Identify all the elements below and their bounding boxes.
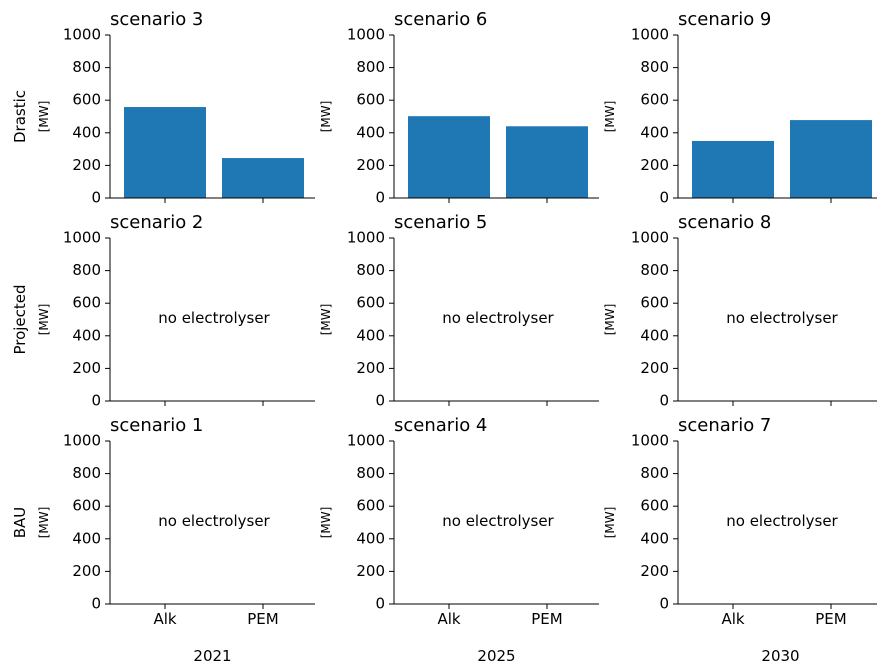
panel-title: scenario 3 xyxy=(110,9,203,30)
panel-title: scenario 9 xyxy=(678,9,771,30)
x-tick-label: PEM xyxy=(247,610,278,628)
y-tick-label: 200 xyxy=(72,359,101,377)
y-tick-label: 0 xyxy=(91,189,101,207)
y-tick-label: 400 xyxy=(640,123,669,141)
no-electrolyser-note: no electrolyser xyxy=(726,512,838,530)
panel-title: scenario 4 xyxy=(394,415,487,436)
y-tick-label: 800 xyxy=(356,261,385,279)
y-tick-label: 600 xyxy=(356,91,385,109)
y-tick-label: 400 xyxy=(356,123,385,141)
y-tick-label: 1000 xyxy=(63,26,101,44)
bar-alk xyxy=(692,140,774,198)
panel-title: scenario 8 xyxy=(678,212,771,233)
y-tick-label: 0 xyxy=(659,189,669,207)
y-tick-label: 200 xyxy=(640,156,669,174)
y-tick-label: 600 xyxy=(640,294,669,312)
x-tick-label: PEM xyxy=(815,610,846,628)
y-tick-label: 1000 xyxy=(347,26,385,44)
y-tick-label: 800 xyxy=(640,58,669,76)
y-unit-label: [MW] xyxy=(319,507,333,539)
no-electrolyser-note: no electrolyser xyxy=(158,309,270,327)
x-tick-label: PEM xyxy=(531,610,562,628)
y-tick-label: 0 xyxy=(659,392,669,410)
panel-title: scenario 6 xyxy=(394,9,487,30)
y-tick-label: 600 xyxy=(72,497,101,515)
x-tick-label: Alk xyxy=(721,610,744,628)
bar-alk xyxy=(124,107,206,198)
y-tick-label: 800 xyxy=(356,464,385,482)
y-tick-label: 200 xyxy=(356,562,385,580)
y-tick-label: 400 xyxy=(640,326,669,344)
row-label-drastic: Drastic xyxy=(11,90,29,143)
no-electrolyser-note: no electrolyser xyxy=(442,512,554,530)
x-tick-label: Alk xyxy=(153,610,176,628)
y-tick-label: 400 xyxy=(640,529,669,547)
no-electrolyser-note: no electrolyser xyxy=(726,309,838,327)
y-tick-label: 400 xyxy=(72,123,101,141)
bar-pem xyxy=(506,126,588,198)
y-tick-label: 0 xyxy=(659,595,669,613)
y-tick-label: 600 xyxy=(640,91,669,109)
y-unit-label: [MW] xyxy=(37,507,51,539)
y-tick-label: 0 xyxy=(375,189,385,207)
bar-alk xyxy=(408,116,490,198)
y-tick-label: 600 xyxy=(72,91,101,109)
y-tick-label: 400 xyxy=(356,326,385,344)
y-tick-label: 800 xyxy=(72,464,101,482)
y-tick-label: 600 xyxy=(356,294,385,312)
y-tick-label: 1000 xyxy=(631,432,669,450)
y-tick-label: 800 xyxy=(356,58,385,76)
y-unit-label: [MW] xyxy=(319,304,333,336)
row-label-bau: BAU xyxy=(11,507,29,539)
y-tick-label: 1000 xyxy=(631,229,669,247)
y-tick-label: 1000 xyxy=(63,229,101,247)
y-unit-label: [MW] xyxy=(319,101,333,133)
y-tick-label: 200 xyxy=(356,156,385,174)
y-tick-label: 400 xyxy=(72,529,101,547)
y-unit-label: [MW] xyxy=(603,507,617,539)
y-tick-label: 200 xyxy=(72,156,101,174)
y-tick-label: 400 xyxy=(356,529,385,547)
panel-title: scenario 2 xyxy=(110,212,203,233)
column-label-2030: 2030 xyxy=(761,647,799,665)
y-tick-label: 200 xyxy=(356,359,385,377)
column-label-2021: 2021 xyxy=(193,647,231,665)
y-tick-label: 800 xyxy=(640,261,669,279)
no-electrolyser-note: no electrolyser xyxy=(442,309,554,327)
panel-title: scenario 1 xyxy=(110,415,203,436)
y-tick-label: 200 xyxy=(640,562,669,580)
y-tick-label: 200 xyxy=(640,359,669,377)
y-unit-label: [MW] xyxy=(603,101,617,133)
y-tick-label: 0 xyxy=(375,595,385,613)
y-tick-label: 1000 xyxy=(63,432,101,450)
y-tick-label: 600 xyxy=(356,497,385,515)
y-tick-label: 800 xyxy=(640,464,669,482)
panel-title: scenario 5 xyxy=(394,212,487,233)
y-tick-label: 1000 xyxy=(347,229,385,247)
y-tick-label: 1000 xyxy=(347,432,385,450)
x-tick-label: Alk xyxy=(437,610,460,628)
y-unit-label: [MW] xyxy=(37,101,51,133)
y-unit-label: [MW] xyxy=(603,304,617,336)
bar-pem xyxy=(790,120,872,198)
y-tick-label: 600 xyxy=(72,294,101,312)
y-tick-label: 600 xyxy=(640,497,669,515)
y-tick-label: 0 xyxy=(91,392,101,410)
y-tick-label: 0 xyxy=(91,595,101,613)
y-tick-label: 1000 xyxy=(631,26,669,44)
y-tick-label: 800 xyxy=(72,261,101,279)
column-label-2025: 2025 xyxy=(477,647,515,665)
y-tick-label: 800 xyxy=(72,58,101,76)
y-unit-label: [MW] xyxy=(37,304,51,336)
bar-pem xyxy=(222,158,304,198)
y-tick-label: 0 xyxy=(375,392,385,410)
no-electrolyser-note: no electrolyser xyxy=(158,512,270,530)
row-label-projected: Projected xyxy=(11,284,29,354)
panel-title: scenario 7 xyxy=(678,415,771,436)
y-tick-label: 200 xyxy=(72,562,101,580)
y-tick-label: 400 xyxy=(72,326,101,344)
